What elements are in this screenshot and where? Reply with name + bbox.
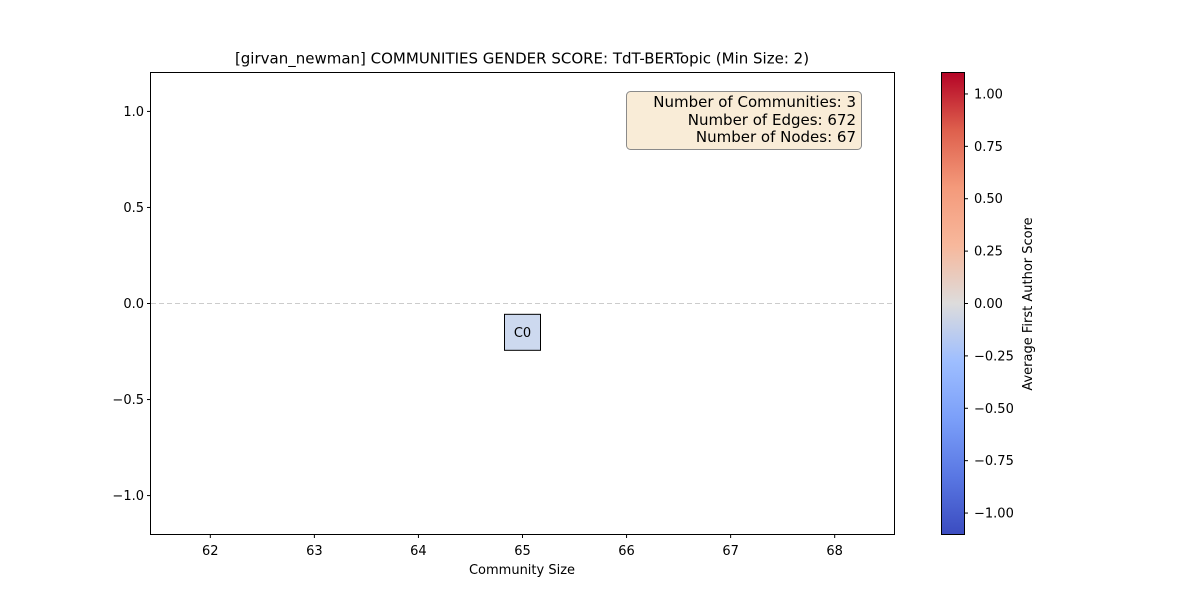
chart-title: [girvan_newman] COMMUNITIES GENDER SCORE… xyxy=(235,50,809,69)
info-box: Number of Communities: 3 Number of Edges… xyxy=(626,91,862,150)
x-axis-label: Community Size xyxy=(469,563,575,578)
colorbar-label: Average First Author Score xyxy=(1021,217,1036,390)
colorbar xyxy=(941,72,965,535)
x-axis-ticks: 62 63 64 65 66 67 68 xyxy=(202,534,843,559)
y-tick-label: −0.5 xyxy=(112,393,144,408)
x-tick-label: 67 xyxy=(722,544,739,559)
colorbar-tick-label: −0.25 xyxy=(974,349,1014,364)
y-tick-label: 1.0 xyxy=(123,105,144,120)
data-points: C0 xyxy=(504,313,541,351)
colorbar-tick-label: −0.75 xyxy=(974,454,1014,469)
y-axis-ticks: 1.0 0.5 0.0 −0.5 −1.0 xyxy=(112,105,151,504)
colorbar-tick-label: 0.25 xyxy=(974,245,1003,260)
community-label: C0 xyxy=(514,326,531,341)
y-tick-label: 0.5 xyxy=(123,201,144,216)
y-tick-label: 0.0 xyxy=(123,297,144,312)
x-tick-label: 65 xyxy=(514,544,531,559)
colorbar-tick-label: −1.00 xyxy=(974,507,1014,522)
x-tick-label: 66 xyxy=(618,544,635,559)
colorbar-tick-label: 0.00 xyxy=(974,297,1003,312)
info-edges: Number of Edges: 672 xyxy=(688,111,856,129)
y-tick-label: −1.0 xyxy=(112,489,144,504)
colorbar-tick-label: −0.50 xyxy=(974,402,1014,417)
colorbar-tick-label: 0.75 xyxy=(974,140,1003,155)
colorbar-ticks: 1.00 0.75 0.50 0.25 0.00 −0.25 −0.50 −0.75 −1.00 xyxy=(964,87,1014,522)
x-tick-label: 64 xyxy=(410,544,427,559)
x-tick-label: 63 xyxy=(306,544,323,559)
info-communities: Number of Communities: 3 xyxy=(653,93,856,111)
info-nodes: Number of Nodes: 67 xyxy=(696,128,856,146)
community-point xyxy=(504,313,541,351)
colorbar-tick-label: 0.50 xyxy=(974,192,1003,207)
x-tick-label: 62 xyxy=(202,544,219,559)
colorbar-tick-label: 1.00 xyxy=(974,87,1003,102)
x-tick-label: 68 xyxy=(826,544,843,559)
info-box-background xyxy=(626,91,862,150)
